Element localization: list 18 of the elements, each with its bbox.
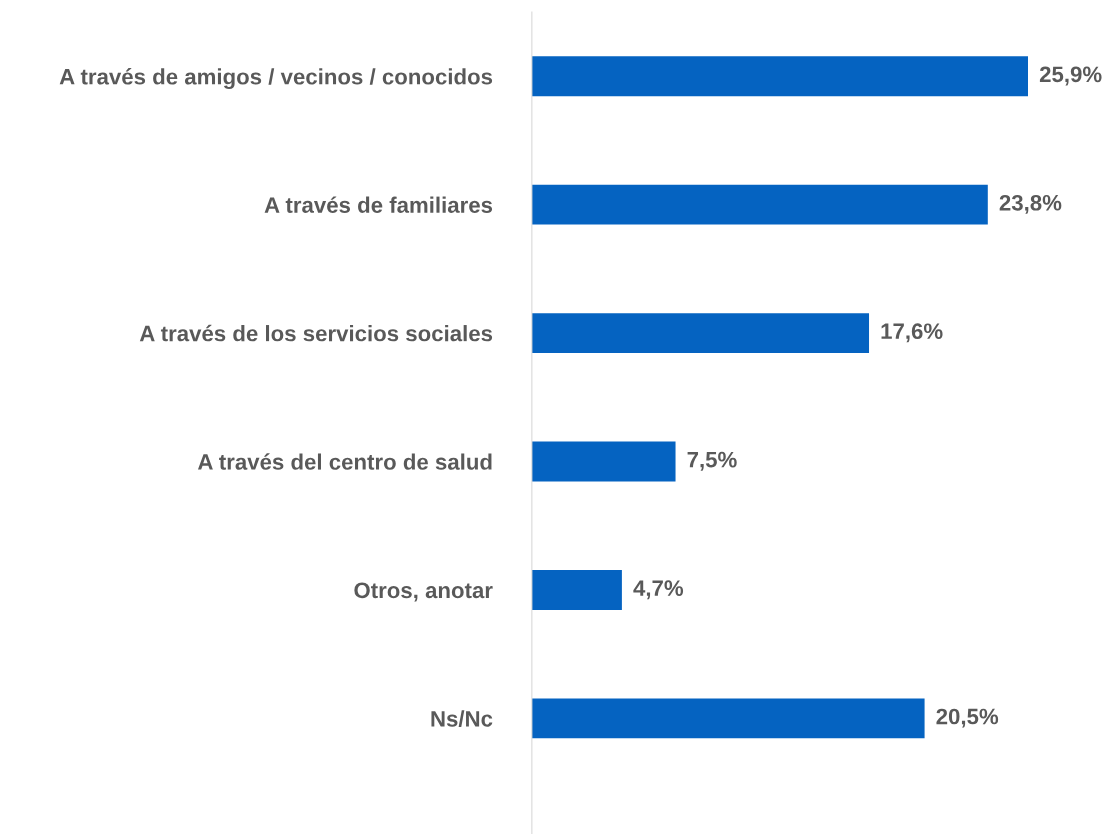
bar bbox=[531, 441, 676, 482]
bar bbox=[531, 313, 870, 353]
data-label: 17,6% bbox=[881, 323, 943, 343]
data-label: 7,5% bbox=[687, 451, 737, 471]
data-label: 20,5% bbox=[936, 708, 999, 728]
y-tick-label: A través de familiares bbox=[264, 196, 493, 213]
y-tick-label: A través de amigos / vecinos / conocidos bbox=[59, 68, 493, 90]
y-tick-label: A través de los servicios sociales bbox=[139, 324, 493, 342]
bar bbox=[531, 184, 988, 225]
data-label: 4,7% bbox=[633, 580, 684, 600]
y-tick-label: Ns/Nc bbox=[431, 710, 493, 727]
bar bbox=[531, 56, 1029, 97]
data-label: 25,9% bbox=[1039, 66, 1102, 86]
data-label: 23,8% bbox=[999, 194, 1062, 214]
y-tick-label: A través del centro de salud bbox=[197, 453, 492, 470]
bar bbox=[531, 570, 622, 610]
bar bbox=[531, 698, 925, 739]
y-tick-label: Otros, anotar bbox=[354, 582, 493, 602]
